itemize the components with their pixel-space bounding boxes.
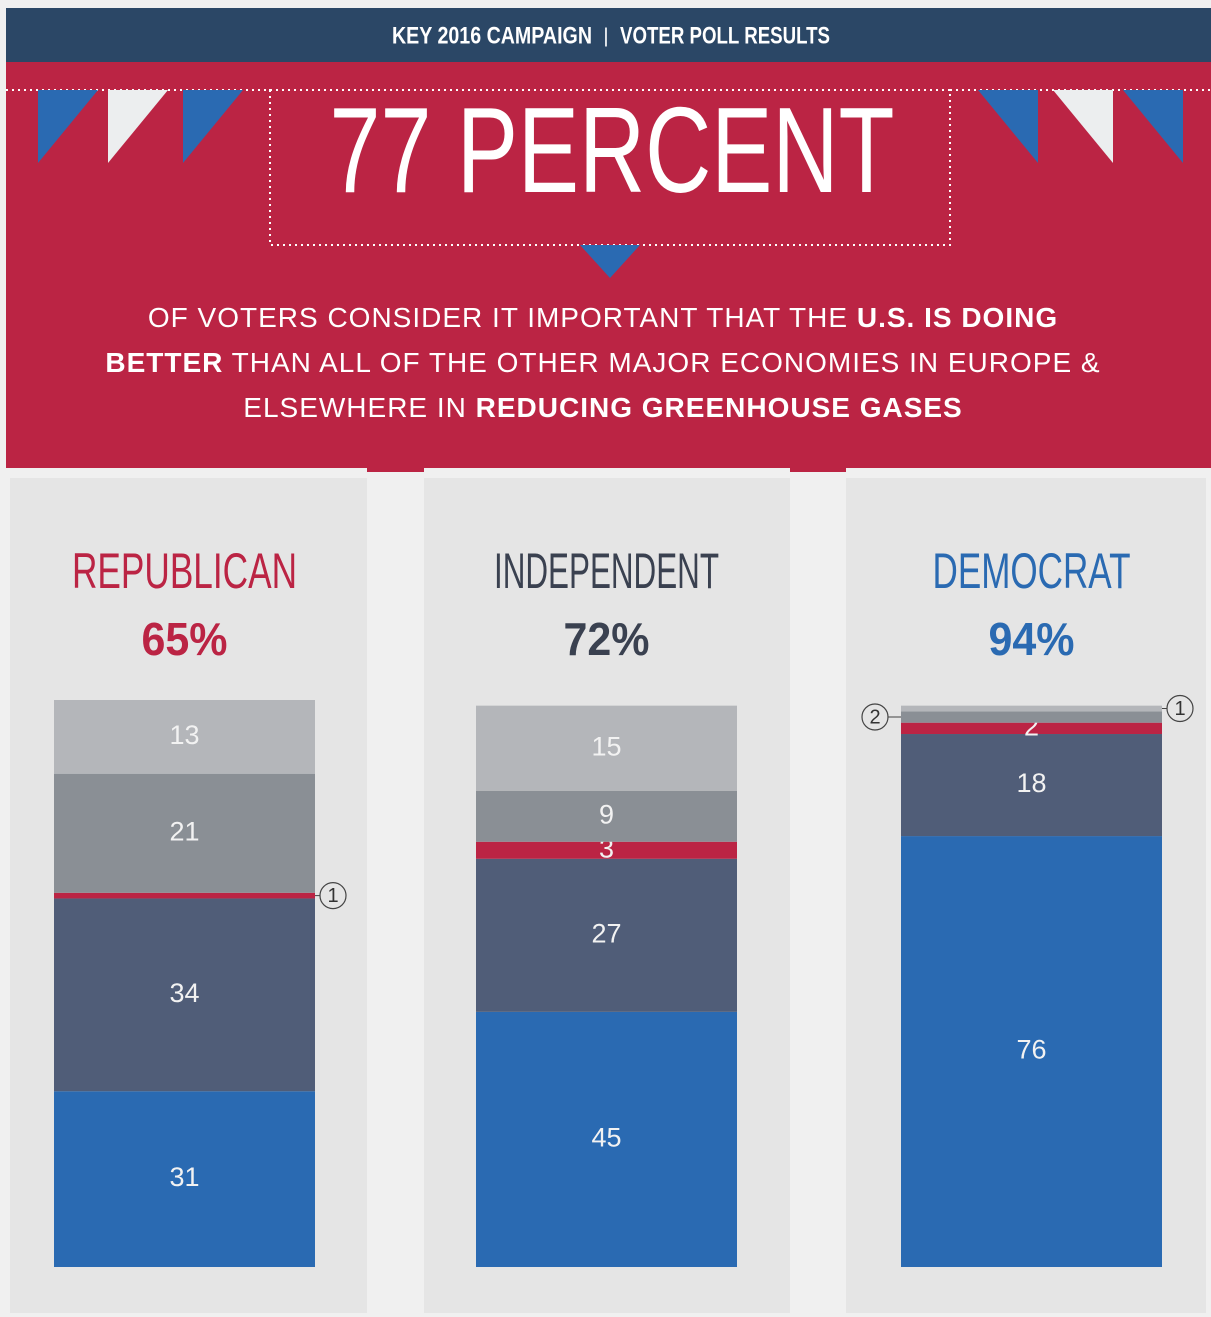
category-total: 65% (142, 613, 228, 665)
body-line: BETTER THAN ALL OF THE OTHER MAJOR ECONO… (105, 347, 1100, 378)
value-label: 21 (169, 816, 199, 846)
bar-segment (54, 893, 315, 899)
category-total: 94% (989, 613, 1075, 665)
value-label: 9 (599, 799, 614, 829)
body-span: THAN ALL OF THE OTHER MAJOR ECONOMIES IN… (223, 347, 1100, 378)
chart: REPUBLICAN65%313412113INDEPENDENT72%4527… (54, 543, 1193, 1267)
body-bold: BETTER (105, 347, 223, 378)
value-label: 2 (869, 706, 880, 728)
body-bold: U.S. IS DOING (857, 302, 1058, 333)
value-label: 1 (327, 885, 338, 907)
body-line: ELSEWHERE IN REDUCING GREENHOUSE GASES (243, 392, 962, 423)
value-label: 15 (591, 731, 621, 761)
body-text: OF VOTERS CONSIDER IT IMPORTANT THAT THE… (105, 302, 1100, 423)
value-label: 76 (1016, 1035, 1046, 1065)
body-bold: REDUCING GREENHOUSE GASES (476, 392, 963, 423)
body-line: OF VOTERS CONSIDER IT IMPORTANT THAT THE… (148, 302, 1058, 333)
value-label: 13 (169, 720, 199, 750)
value-label: 1 (1174, 698, 1185, 720)
infographic: KEY 2016 CAMPAIGN | VOTER POLL RESULTS 7… (0, 0, 1211, 1317)
header-separator: | (603, 25, 608, 47)
category-label: REPUBLICAN (72, 543, 297, 599)
value-label: 34 (169, 978, 199, 1008)
value-label: 31 (169, 1162, 199, 1192)
headline: 77 PERCENT (330, 82, 895, 218)
value-label: 18 (1016, 768, 1046, 798)
bar-segment (901, 706, 1162, 712)
bar-segment (901, 711, 1162, 722)
header-right: VOTER POLL RESULTS (620, 22, 830, 49)
body-span: ELSEWHERE IN (243, 392, 475, 423)
header-left: KEY 2016 CAMPAIGN (392, 22, 592, 49)
value-label: 45 (591, 1123, 621, 1153)
body-span: OF VOTERS CONSIDER IT IMPORTANT THAT THE (148, 302, 857, 333)
category-total: 72% (564, 613, 650, 665)
category-label: INDEPENDENT (494, 543, 719, 599)
value-label: 27 (591, 918, 621, 948)
category-label: DEMOCRAT (933, 543, 1131, 599)
